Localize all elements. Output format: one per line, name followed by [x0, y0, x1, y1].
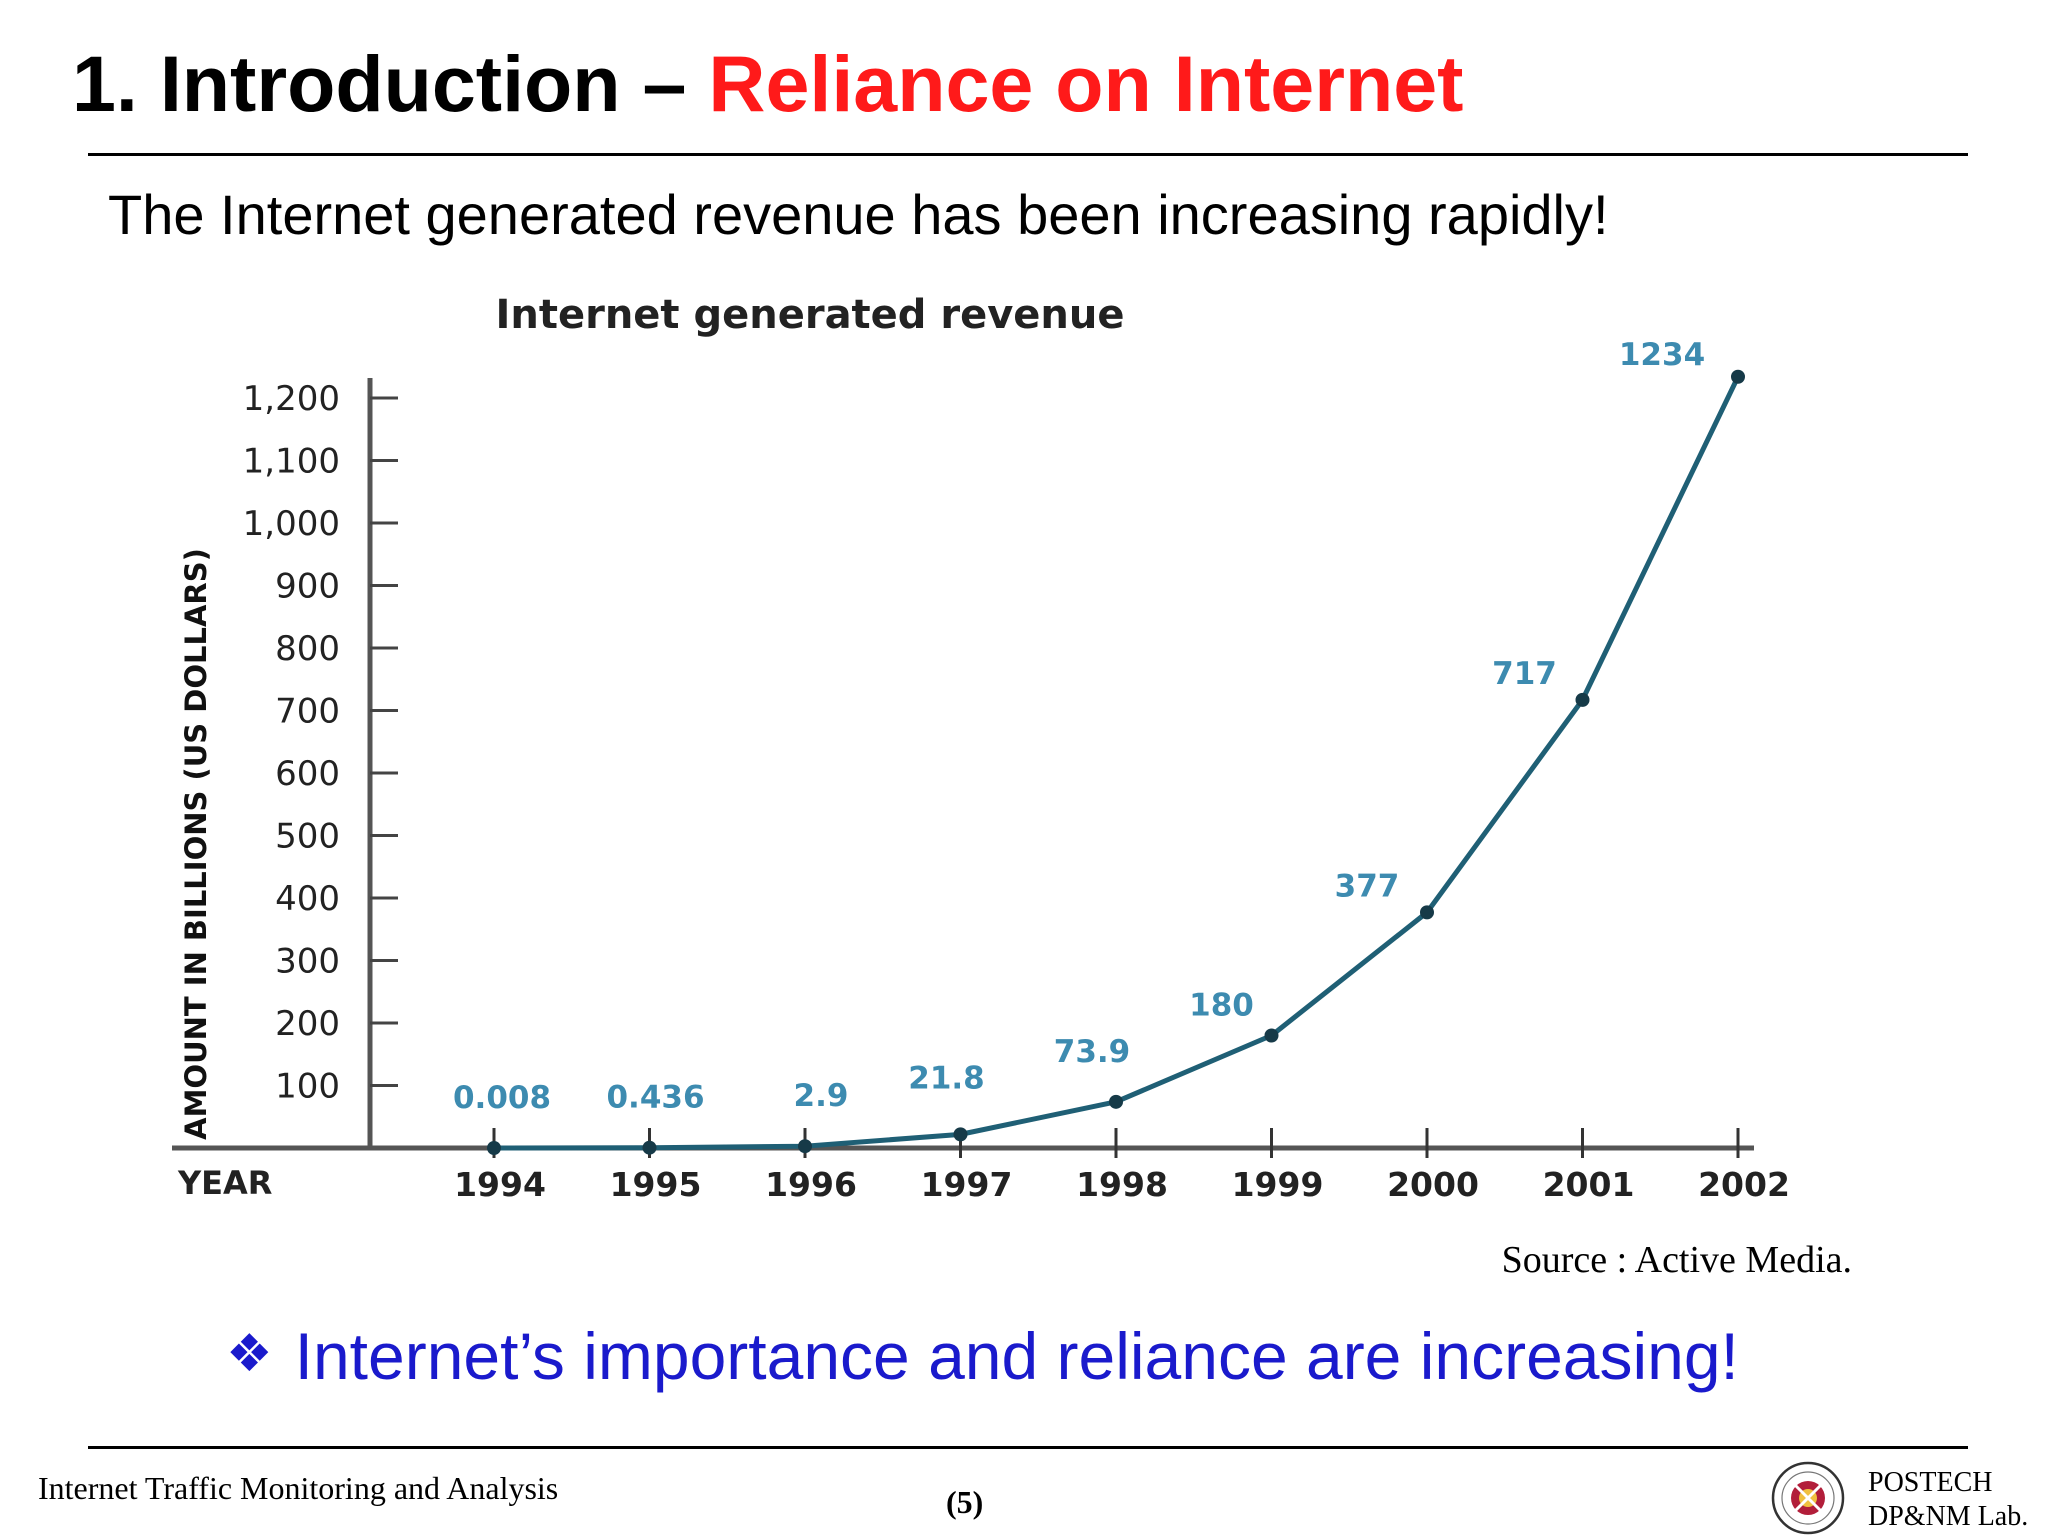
- x-tick-label: 1994: [454, 1165, 546, 1204]
- data-point: [798, 1139, 812, 1154]
- data-point: [1109, 1094, 1123, 1109]
- x-tick-label: 1996: [765, 1165, 857, 1204]
- data-label: 717: [1492, 656, 1557, 692]
- y-tick-label: 300: [275, 942, 340, 982]
- y-tick-label: 400: [275, 879, 340, 919]
- title-divider: [88, 153, 1968, 156]
- data-label: 2.9: [794, 1078, 849, 1114]
- x-tick-label: 1995: [610, 1165, 702, 1204]
- revenue-series-line: [493, 375, 1741, 1151]
- data-label: 73.9: [1054, 1034, 1131, 1070]
- x-tick-label: 1997: [921, 1165, 1013, 1204]
- lab-name: POSTECH DP&NM Lab.: [1868, 1466, 2028, 1534]
- y-tick-label: 1,100: [243, 442, 340, 482]
- data-label: 377: [1335, 868, 1400, 904]
- key-point: ❖ Internet’s importance and reliance are …: [226, 1318, 1739, 1394]
- y-tick-label: 900: [275, 567, 340, 607]
- y-tick-label: 700: [275, 692, 340, 732]
- data-point: [953, 1127, 968, 1142]
- y-tick-label: 600: [275, 754, 340, 794]
- revenue-line-chart: Internet generated revenue AMOUNT IN BILL…: [172, 292, 1790, 1204]
- bullet-diamond-icon: ❖: [226, 1324, 273, 1384]
- key-point-text: Internet’s importance and reliance are i…: [294, 1319, 1739, 1393]
- postech-logo: [1771, 1461, 1845, 1535]
- lab-name-line2: DP&NM Lab.: [1868, 1501, 2029, 1532]
- title-accent: Reliance on Internet: [708, 39, 1464, 128]
- y-tick-label: 1,200: [243, 379, 340, 419]
- data-point: [1575, 692, 1590, 707]
- data-point: [1264, 1028, 1279, 1043]
- chart-title: Internet generated revenue: [495, 292, 1124, 338]
- data-point: [642, 1140, 657, 1155]
- slide-subtitle: The Internet generated revenue has been …: [108, 183, 1609, 246]
- x-tick-label: 2001: [1543, 1165, 1635, 1204]
- data-label: 1234: [1619, 337, 1705, 373]
- x-tick-label: 2000: [1387, 1165, 1479, 1204]
- x-tick-label: 2002: [1698, 1165, 1790, 1204]
- x-tick-label: 1998: [1076, 1165, 1168, 1204]
- data-label: 0.008: [453, 1080, 551, 1116]
- data-label: 0.436: [606, 1080, 704, 1116]
- y-axis-label: AMOUNT IN BILLIONS (US DOLLARS): [179, 548, 213, 1140]
- x-tick-label: 1999: [1232, 1165, 1324, 1204]
- data-point: [487, 1140, 501, 1155]
- data-label: 180: [1189, 988, 1254, 1024]
- y-tick-label: 1,000: [243, 504, 340, 544]
- x-axis-label: YEAR: [177, 1164, 272, 1202]
- y-tick-label: 500: [275, 817, 340, 857]
- lab-name-line1: POSTECH: [1868, 1467, 1993, 1498]
- slide-title: 1. Introduction – Reliance on Internet: [72, 38, 1463, 130]
- y-tick-label: 100: [275, 1067, 340, 1107]
- page-number: (5): [946, 1484, 984, 1520]
- chart-source: Source : Active Media.: [1501, 1239, 1852, 1281]
- footer-course-title: Internet Traffic Monitoring and Analysis: [38, 1470, 559, 1506]
- y-tick-label: 200: [275, 1004, 340, 1044]
- data-label: 21.8: [908, 1060, 985, 1096]
- footer-divider: [88, 1446, 1968, 1449]
- data-point: [1731, 369, 1745, 384]
- data-point: [1420, 905, 1434, 920]
- y-tick-label: 800: [275, 629, 340, 669]
- title-main: 1. Introduction –: [72, 39, 709, 128]
